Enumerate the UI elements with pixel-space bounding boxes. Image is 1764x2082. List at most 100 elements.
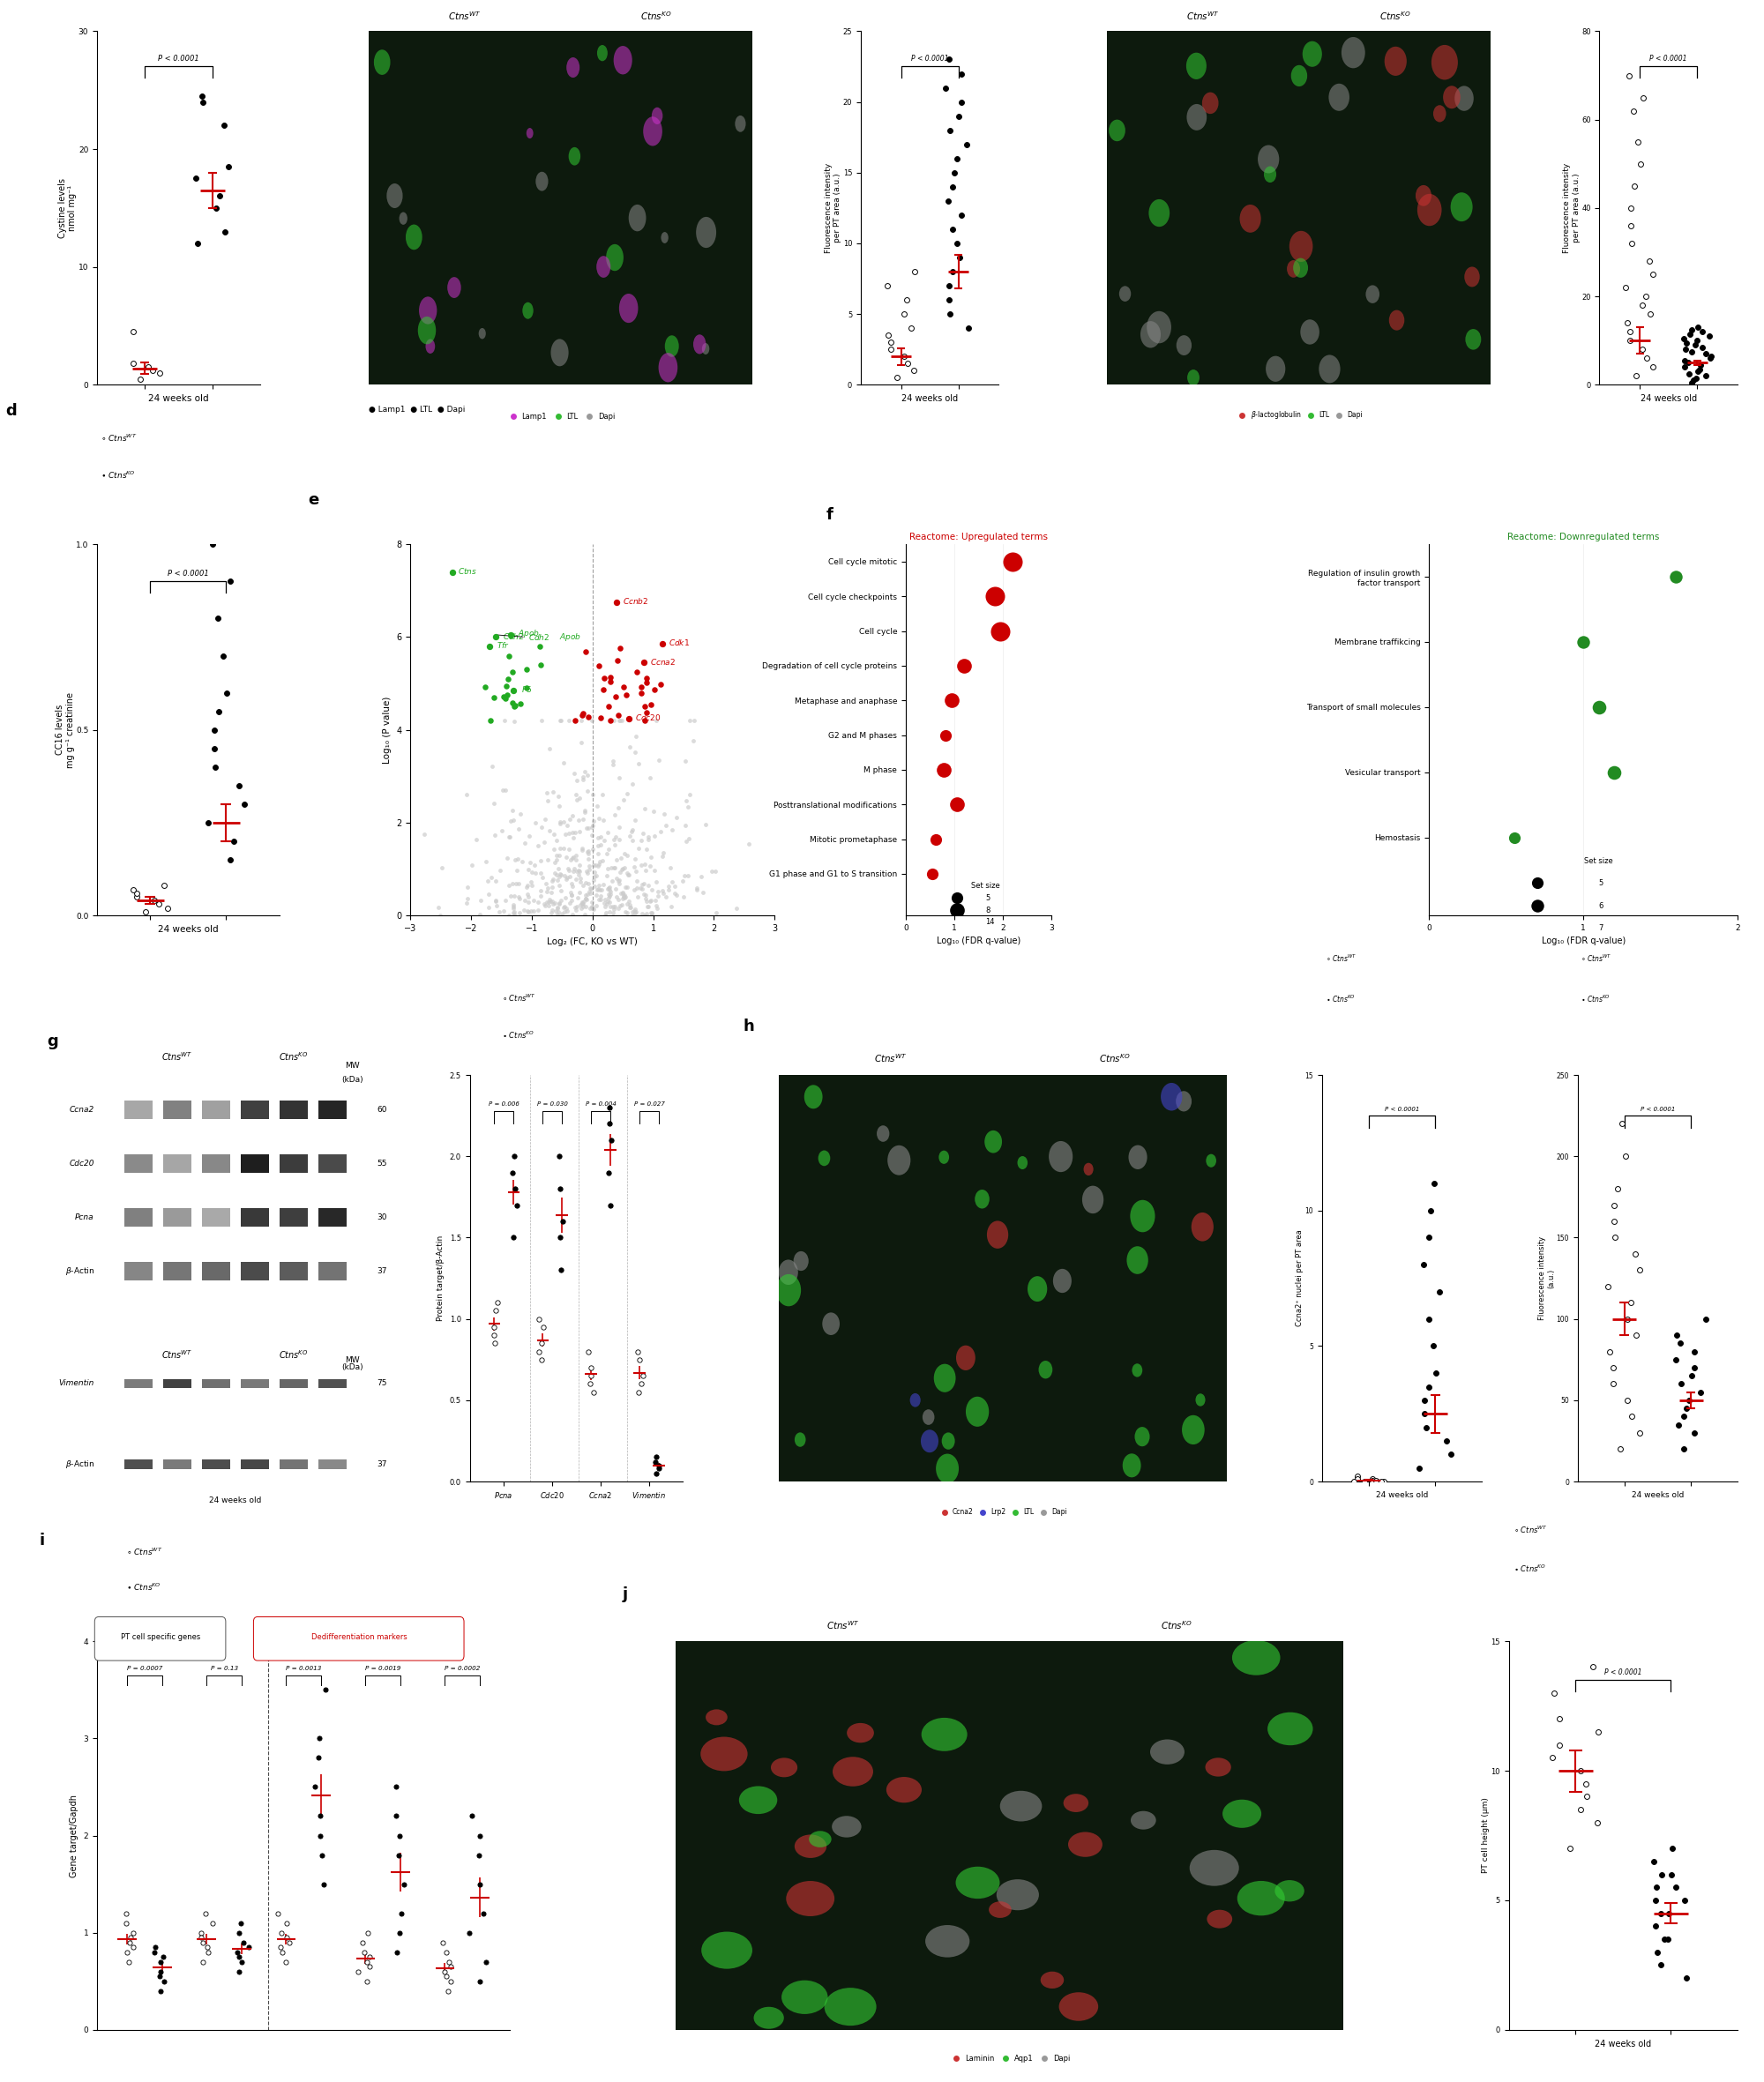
Point xyxy=(582,889,610,922)
Point xyxy=(931,71,960,104)
Point xyxy=(466,1965,494,1999)
X-axis label: 24 weeks old: 24 weeks old xyxy=(1376,1491,1429,1499)
Point xyxy=(466,1868,494,1901)
Ellipse shape xyxy=(753,2007,783,2028)
Ellipse shape xyxy=(1122,1453,1141,1478)
Point xyxy=(621,720,649,754)
Ellipse shape xyxy=(526,127,533,139)
Point xyxy=(499,895,527,929)
Bar xyxy=(203,1262,229,1280)
Point xyxy=(563,889,591,922)
Point xyxy=(616,891,644,924)
Point xyxy=(582,789,610,822)
Point xyxy=(483,1287,512,1320)
Point xyxy=(563,779,591,812)
Point xyxy=(153,891,182,924)
Point xyxy=(496,820,524,854)
Point xyxy=(1618,1399,1646,1432)
Ellipse shape xyxy=(736,115,746,131)
Point xyxy=(875,319,903,352)
Point xyxy=(610,881,639,914)
Ellipse shape xyxy=(1432,104,1446,123)
Point xyxy=(568,831,596,864)
Ellipse shape xyxy=(956,1868,1000,1899)
Point xyxy=(527,879,556,912)
Ellipse shape xyxy=(1039,1362,1053,1378)
Point xyxy=(513,654,542,687)
Ellipse shape xyxy=(787,1880,834,1915)
Point xyxy=(547,874,575,908)
Point xyxy=(536,814,564,847)
Point xyxy=(947,56,975,90)
Point xyxy=(192,1897,220,1930)
Point xyxy=(568,700,596,733)
Point xyxy=(556,816,584,849)
Point xyxy=(633,889,662,922)
Point xyxy=(542,895,570,929)
Point xyxy=(598,747,626,781)
Point xyxy=(642,866,670,899)
Ellipse shape xyxy=(937,1453,960,1482)
Point xyxy=(473,1945,501,1978)
Point xyxy=(543,852,572,885)
Bar xyxy=(242,1208,268,1226)
Text: 37: 37 xyxy=(377,1459,386,1468)
Point xyxy=(531,802,559,835)
Point xyxy=(383,1936,411,1970)
Point xyxy=(1678,312,1706,346)
Ellipse shape xyxy=(933,1364,956,1393)
Point xyxy=(538,895,566,929)
Point xyxy=(305,1799,333,1832)
Point xyxy=(1522,889,1551,922)
Text: P < 0.0001: P < 0.0001 xyxy=(1641,1106,1676,1112)
Point xyxy=(621,735,649,768)
Point xyxy=(938,171,967,204)
Ellipse shape xyxy=(833,1757,873,1786)
Point xyxy=(224,768,252,802)
Point xyxy=(194,806,222,839)
Point xyxy=(605,864,633,897)
Ellipse shape xyxy=(386,183,402,208)
Point xyxy=(1678,335,1706,369)
Bar xyxy=(164,1153,191,1172)
Point xyxy=(582,879,610,912)
Point xyxy=(545,868,573,902)
Point xyxy=(586,872,614,906)
Point xyxy=(1665,1407,1693,1441)
Point xyxy=(198,1907,226,1940)
Ellipse shape xyxy=(1177,335,1192,356)
Point xyxy=(566,877,594,910)
Point xyxy=(596,877,624,910)
Point xyxy=(527,704,556,737)
Text: $\it{F5}$: $\it{F5}$ xyxy=(520,685,531,693)
Point xyxy=(272,1945,300,1978)
Point xyxy=(600,852,628,885)
Point xyxy=(550,831,579,864)
Point xyxy=(633,833,662,866)
Point xyxy=(547,858,575,891)
X-axis label: 24 weeks old: 24 weeks old xyxy=(148,393,208,404)
Point xyxy=(937,298,965,331)
Point xyxy=(670,810,699,843)
Bar xyxy=(125,1101,152,1118)
Point xyxy=(501,689,529,722)
Text: $\beta$-Actin: $\beta$-Actin xyxy=(65,1459,93,1470)
Point xyxy=(113,1897,141,1930)
Point xyxy=(619,814,647,847)
Y-axis label: Fluorescence intensity
per PT area (a.u.): Fluorescence intensity per PT area (a.u.… xyxy=(824,162,841,254)
Point xyxy=(120,1915,148,1949)
Text: P = 0.0019: P = 0.0019 xyxy=(365,1666,400,1672)
Point xyxy=(1358,1464,1387,1497)
Point xyxy=(577,885,605,918)
Ellipse shape xyxy=(1231,1641,1281,1676)
Point xyxy=(482,1326,510,1360)
Point xyxy=(201,192,229,225)
Ellipse shape xyxy=(1064,1795,1088,1811)
Point xyxy=(1411,1397,1439,1430)
Point xyxy=(545,839,573,872)
Ellipse shape xyxy=(614,46,632,75)
Point xyxy=(600,889,628,922)
Ellipse shape xyxy=(568,148,580,164)
Point xyxy=(1671,350,1699,383)
Point xyxy=(596,1091,624,1124)
